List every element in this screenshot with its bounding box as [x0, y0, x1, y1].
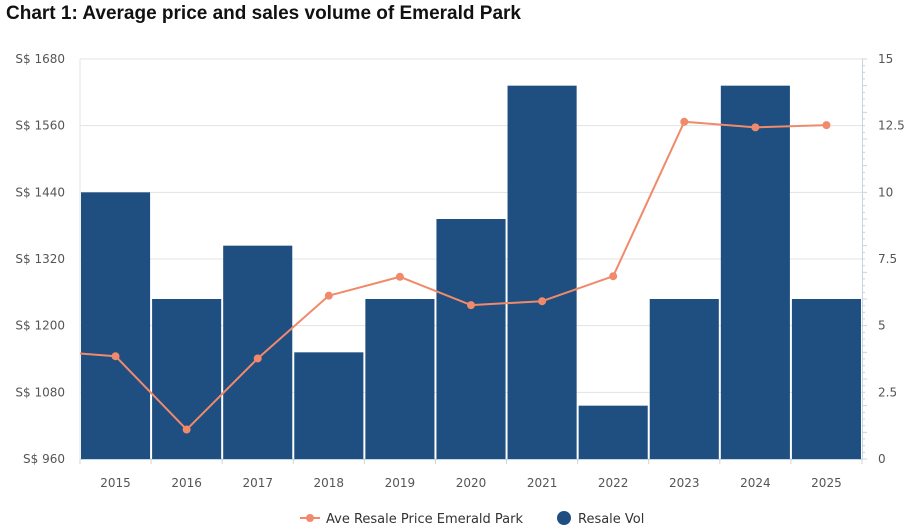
- legend: Ave Resale Price Emerald Park Resale Vol: [300, 511, 644, 527]
- axes: S$ 960 S$ 1080 S$ 1200 S$ 1320 S$ 1440 S$ 156…: [15, 52, 904, 490]
- left-axis-tick-label: S$ 1200: [15, 319, 65, 333]
- x-axis-tick-label: 2019: [385, 476, 416, 490]
- right-axis-tick-label: 10: [878, 185, 893, 199]
- legend-label-price: Ave Resale Price Emerald Park: [326, 512, 523, 527]
- x-axis-tick-label: 2022: [598, 476, 629, 490]
- bar-2023: [649, 299, 719, 459]
- price-point-2015: [111, 352, 120, 361]
- bar-series-resale-vol: [81, 85, 861, 460]
- price-point-2016: [182, 425, 191, 434]
- price-point-2024: [751, 123, 760, 132]
- right-axis-tick-label: 0: [878, 452, 886, 466]
- bar-2020: [436, 219, 506, 459]
- bar-2019: [365, 299, 435, 459]
- left-axis-tick-label: S$ 1080: [15, 385, 65, 399]
- price-point-2020: [467, 301, 475, 310]
- price-point-2023: [680, 117, 689, 126]
- right-axis-tick-label: 15: [878, 52, 893, 66]
- price-point-2022: [609, 272, 618, 281]
- right-axis-tick-label: 5: [878, 319, 886, 333]
- x-axis-tick-label: 2017: [242, 476, 273, 490]
- chart-title: Chart 1: Average price and sales volume …: [6, 3, 521, 24]
- left-axis-tick-label: S$ 1440: [15, 185, 65, 199]
- bar-2025: [791, 299, 861, 459]
- price-point-2019: [395, 272, 404, 281]
- x-axis-tick-label: 2020: [456, 476, 487, 490]
- x-axis-tick-label: 2023: [669, 476, 700, 490]
- bar-2017: [223, 245, 293, 459]
- left-axis-tick-label: S$ 1560: [15, 119, 65, 133]
- line-series-ave-resale-price: [79, 117, 831, 434]
- right-axis-tick-label: 2.5: [878, 385, 897, 399]
- bar-2016: [152, 299, 222, 459]
- price-point-2021: [538, 297, 547, 306]
- legend-line-marker: [306, 514, 314, 522]
- price-point-2025: [822, 121, 831, 130]
- x-axis-tick-label: 2018: [314, 476, 345, 490]
- right-axis-tick-label: 7.5: [878, 252, 897, 266]
- x-axis-tick-label: 2015: [100, 476, 131, 490]
- bar-2024: [720, 85, 790, 460]
- right-axis-tick-label: 12.5: [878, 119, 905, 133]
- legend-label-vol: Resale Vol: [578, 512, 644, 527]
- price-point-2018: [324, 291, 333, 300]
- left-axis-tick-label: S$ 960: [23, 452, 65, 466]
- x-axis-tick-label: 2025: [811, 476, 842, 490]
- x-axis-tick-label: 2021: [527, 476, 558, 490]
- bar-2018: [294, 352, 364, 459]
- bar-2021: [507, 85, 577, 460]
- legend-bar-marker: [557, 511, 571, 525]
- bar-2015: [81, 192, 151, 460]
- price-point-2017: [253, 354, 262, 363]
- left-axis-tick-label: S$ 1680: [15, 52, 65, 66]
- left-axis-tick-label: S$ 1320: [15, 252, 65, 266]
- x-axis-tick-label: 2024: [740, 476, 771, 490]
- price-line: [79, 120, 827, 431]
- x-axis-tick-label: 2016: [171, 476, 202, 490]
- bar-2022: [578, 405, 648, 459]
